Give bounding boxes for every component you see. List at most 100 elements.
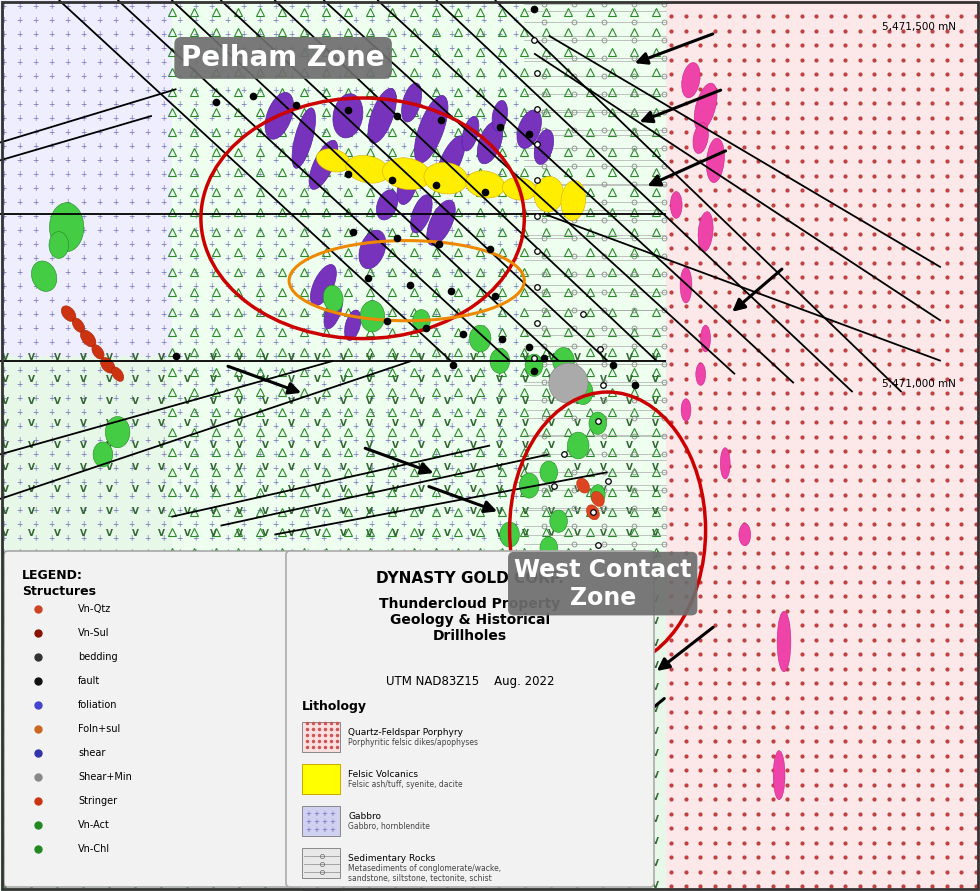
- Text: V: V: [573, 661, 580, 671]
- Text: +: +: [240, 352, 246, 361]
- Text: V: V: [652, 552, 659, 560]
- Text: +: +: [79, 170, 86, 179]
- Text: +: +: [192, 128, 198, 137]
- Text: +: +: [512, 268, 518, 277]
- Text: +: +: [0, 2, 6, 11]
- Text: +: +: [352, 184, 358, 193]
- Text: V: V: [573, 749, 580, 758]
- Text: +: +: [319, 492, 326, 501]
- Text: +: +: [223, 310, 230, 319]
- Text: +: +: [368, 324, 374, 333]
- Text: V: V: [79, 881, 86, 890]
- Text: +: +: [384, 128, 390, 137]
- Text: +: +: [16, 520, 23, 529]
- Text: +: +: [127, 240, 134, 249]
- Text: V: V: [548, 529, 555, 538]
- Text: +: +: [432, 408, 438, 417]
- Text: +: +: [31, 450, 38, 459]
- Text: +: +: [352, 422, 358, 431]
- Text: +: +: [96, 534, 102, 543]
- Text: V: V: [314, 860, 320, 869]
- Text: V: V: [210, 683, 217, 692]
- Text: V: V: [625, 595, 632, 604]
- Text: V: V: [391, 661, 399, 671]
- Text: +: +: [112, 100, 119, 109]
- Text: V: V: [625, 772, 632, 781]
- Text: +: +: [448, 478, 454, 486]
- Text: Shear+Min: Shear+Min: [78, 772, 132, 782]
- Text: +: +: [384, 478, 390, 486]
- Text: +: +: [319, 268, 326, 277]
- Text: +: +: [64, 548, 71, 557]
- Text: +: +: [16, 296, 23, 305]
- Text: V: V: [158, 442, 165, 451]
- Text: +: +: [192, 520, 198, 529]
- Text: V: V: [2, 617, 9, 626]
- Ellipse shape: [101, 357, 115, 373]
- Text: +: +: [256, 380, 263, 388]
- Text: V: V: [652, 683, 659, 692]
- Text: +: +: [144, 198, 150, 207]
- Text: V: V: [417, 420, 424, 429]
- Text: +: +: [352, 338, 358, 347]
- Text: V: V: [444, 661, 451, 671]
- Text: +: +: [352, 394, 358, 403]
- Text: +: +: [64, 128, 71, 137]
- Text: +: +: [208, 240, 215, 249]
- Text: +: +: [48, 450, 54, 459]
- Text: V: V: [573, 397, 580, 406]
- Text: V: V: [2, 772, 9, 781]
- Text: +: +: [512, 422, 518, 431]
- Text: +: +: [127, 520, 134, 529]
- Ellipse shape: [112, 367, 123, 381]
- Text: V: V: [106, 815, 113, 824]
- Text: V: V: [444, 838, 451, 846]
- Text: +: +: [48, 380, 54, 388]
- Text: +: +: [271, 450, 278, 459]
- Text: V: V: [548, 574, 555, 583]
- Text: V: V: [262, 661, 269, 671]
- Text: +: +: [223, 226, 230, 235]
- Text: V: V: [131, 420, 138, 429]
- Text: +: +: [496, 128, 502, 137]
- Text: V: V: [444, 860, 451, 869]
- Text: +: +: [256, 212, 263, 221]
- Text: +: +: [112, 170, 119, 179]
- Text: +: +: [208, 86, 215, 95]
- Text: +: +: [144, 324, 150, 333]
- Text: V: V: [339, 420, 347, 429]
- Text: +: +: [319, 366, 326, 375]
- Text: +: +: [256, 58, 263, 67]
- Text: V: V: [262, 442, 269, 451]
- Text: V: V: [600, 508, 607, 517]
- Text: V: V: [158, 727, 165, 737]
- Text: V: V: [496, 860, 503, 869]
- Text: +: +: [480, 338, 486, 347]
- Text: +: +: [16, 464, 23, 473]
- Ellipse shape: [106, 417, 130, 447]
- Text: +: +: [192, 44, 198, 53]
- Text: +: +: [432, 380, 438, 388]
- Text: +: +: [79, 408, 86, 417]
- Text: +: +: [352, 478, 358, 486]
- Text: +: +: [448, 450, 454, 459]
- Text: +: +: [48, 72, 54, 81]
- Text: +: +: [496, 184, 502, 193]
- Text: +: +: [208, 352, 215, 361]
- Text: +: +: [192, 296, 198, 305]
- Text: V: V: [158, 617, 165, 626]
- Text: V: V: [79, 508, 86, 517]
- Text: V: V: [366, 574, 372, 583]
- Text: V: V: [287, 860, 295, 869]
- Text: +: +: [31, 16, 38, 25]
- Text: +: +: [464, 450, 470, 459]
- Text: V: V: [54, 838, 61, 846]
- Text: +: +: [416, 548, 422, 557]
- Text: V: V: [262, 420, 269, 429]
- Text: V: V: [183, 772, 190, 781]
- Text: +: +: [79, 142, 86, 151]
- Text: +: +: [384, 240, 390, 249]
- Text: +: +: [368, 16, 374, 25]
- Text: +: +: [31, 310, 38, 319]
- Text: V: V: [158, 463, 165, 472]
